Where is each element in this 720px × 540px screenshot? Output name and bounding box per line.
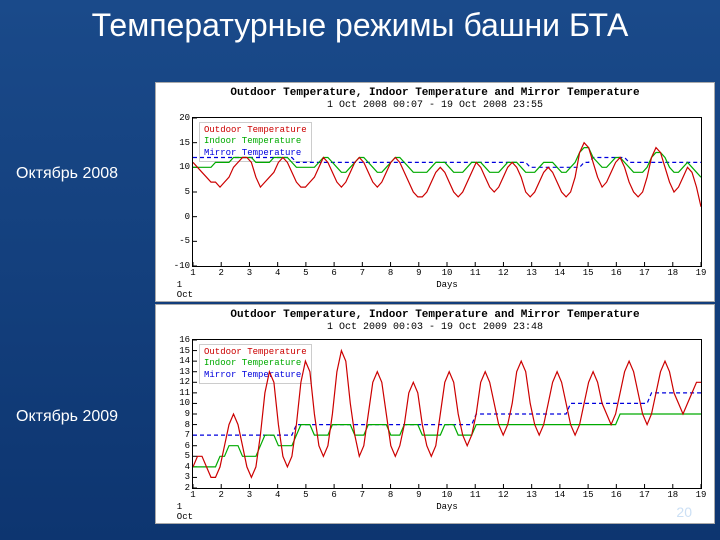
lines-2009 bbox=[193, 340, 701, 488]
ytick: 6 bbox=[185, 441, 193, 451]
series-indoor bbox=[193, 148, 701, 178]
ytick: 20 bbox=[179, 113, 193, 123]
xtick: 5 bbox=[303, 488, 308, 500]
plot-area-2009: Outdoor Temperature Indoor Temperature M… bbox=[192, 339, 702, 489]
xtick: 8 bbox=[388, 266, 393, 278]
chart-2009: Outdoor Temperature, Indoor Temperature … bbox=[155, 304, 715, 524]
chart-2008: Outdoor Temperature, Indoor Temperature … bbox=[155, 82, 715, 302]
xtick: 8 bbox=[388, 488, 393, 500]
label-2008: Октябрь 2008 bbox=[16, 165, 118, 183]
ytick: 14 bbox=[179, 356, 193, 366]
xtick: 1 bbox=[190, 488, 195, 500]
xtick: 11 bbox=[470, 488, 481, 500]
xtick: 17 bbox=[639, 488, 650, 500]
ytick: 10 bbox=[179, 162, 193, 172]
xtick: 14 bbox=[554, 266, 565, 278]
series-indoor bbox=[193, 414, 701, 467]
xtick: 3 bbox=[247, 488, 252, 500]
ytick: 0 bbox=[185, 212, 193, 222]
xtick: 19 bbox=[696, 266, 707, 278]
xtick: 9 bbox=[416, 266, 421, 278]
ytick: 11 bbox=[179, 388, 193, 398]
ytick: 4 bbox=[185, 462, 193, 472]
xtick: 16 bbox=[611, 488, 622, 500]
xtick: 7 bbox=[360, 488, 365, 500]
xtick: 6 bbox=[331, 266, 336, 278]
xtick: 12 bbox=[498, 266, 509, 278]
chart-subtitle-2008: 1 Oct 2008 00:07 - 19 Oct 2008 23:55 bbox=[156, 100, 714, 111]
xtick: 10 bbox=[442, 266, 453, 278]
page-number: 20 bbox=[676, 504, 692, 520]
xtick: 1 bbox=[190, 266, 195, 278]
xtick: 11 bbox=[470, 266, 481, 278]
origin-2009: 1 Oct bbox=[177, 502, 193, 522]
xtick: 4 bbox=[275, 488, 280, 500]
xtick: 19 bbox=[696, 488, 707, 500]
xtick: 7 bbox=[360, 266, 365, 278]
xtick: 16 bbox=[611, 266, 622, 278]
ytick: 15 bbox=[179, 138, 193, 148]
ytick: 9 bbox=[185, 409, 193, 419]
label-2009: Октябрь 2009 bbox=[16, 408, 118, 426]
origin-2008: 1 Oct bbox=[177, 280, 193, 300]
ytick: 5 bbox=[185, 451, 193, 461]
xtick: 13 bbox=[526, 266, 537, 278]
xtick: 18 bbox=[667, 488, 678, 500]
xtick: 13 bbox=[526, 488, 537, 500]
xlabel-2009: Days bbox=[436, 502, 458, 512]
ytick: 10 bbox=[179, 398, 193, 408]
xtick: 15 bbox=[583, 266, 594, 278]
xtick: 5 bbox=[303, 266, 308, 278]
ytick: 8 bbox=[185, 420, 193, 430]
ytick: 12 bbox=[179, 377, 193, 387]
xtick: 9 bbox=[416, 488, 421, 500]
lines-2008 bbox=[193, 118, 701, 266]
ytick: 7 bbox=[185, 430, 193, 440]
ytick: 16 bbox=[179, 335, 193, 345]
xtick: 12 bbox=[498, 488, 509, 500]
slide-title: Температурные режимы башни БТА bbox=[0, 0, 720, 47]
ytick: 13 bbox=[179, 367, 193, 377]
plot-area-2008: Outdoor Temperature Indoor Temperature M… bbox=[192, 117, 702, 267]
xlabel-2008: Days bbox=[436, 280, 458, 290]
xtick: 3 bbox=[247, 266, 252, 278]
xtick: 10 bbox=[442, 488, 453, 500]
ytick: 5 bbox=[185, 187, 193, 197]
xtick: 18 bbox=[667, 266, 678, 278]
xtick: 17 bbox=[639, 266, 650, 278]
chart-title-2008: Outdoor Temperature, Indoor Temperature … bbox=[156, 83, 714, 100]
ytick: 3 bbox=[185, 472, 193, 482]
xtick: 4 bbox=[275, 266, 280, 278]
xtick: 2 bbox=[219, 266, 224, 278]
ytick: -5 bbox=[179, 236, 193, 246]
ytick: 15 bbox=[179, 346, 193, 356]
xtick: 15 bbox=[583, 488, 594, 500]
chart-subtitle-2009: 1 Oct 2009 00:03 - 19 Oct 2009 23:48 bbox=[156, 322, 714, 333]
xtick: 14 bbox=[554, 488, 565, 500]
chart-title-2009: Outdoor Temperature, Indoor Temperature … bbox=[156, 305, 714, 322]
xtick: 2 bbox=[219, 488, 224, 500]
xtick: 6 bbox=[331, 488, 336, 500]
series-outdoor bbox=[193, 143, 701, 207]
